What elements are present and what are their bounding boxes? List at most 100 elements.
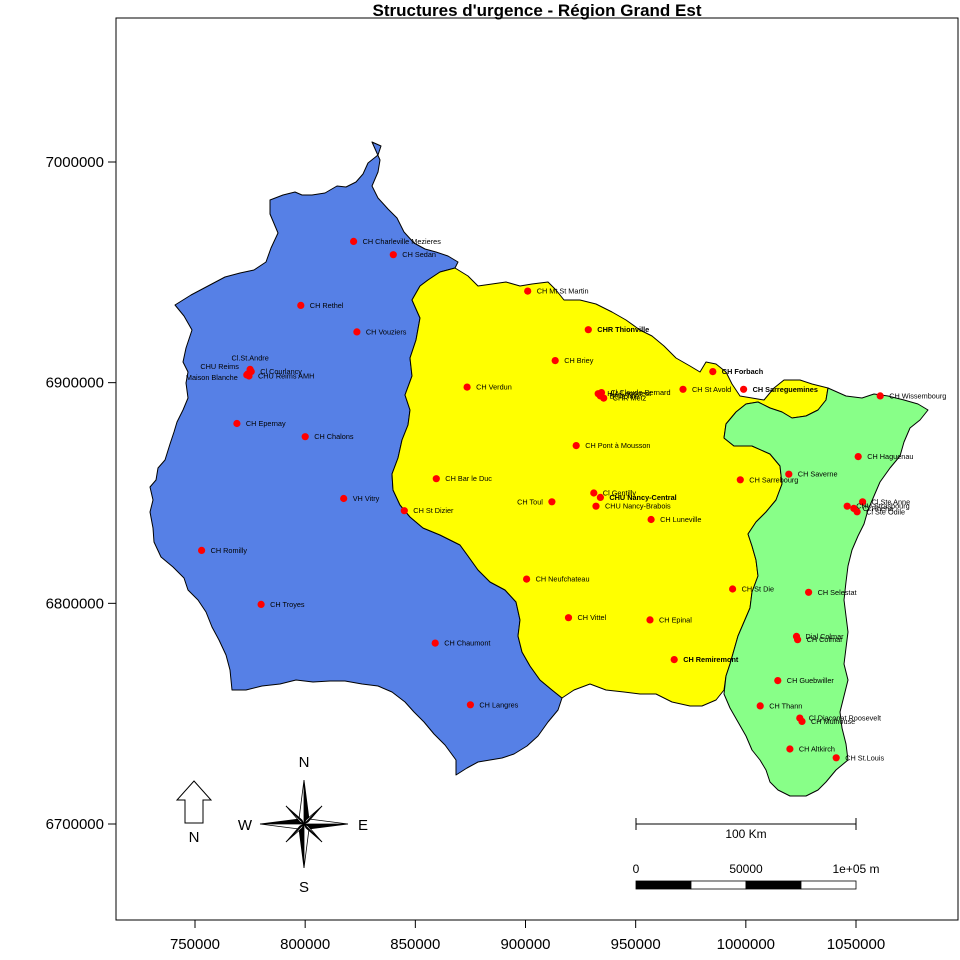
site-label: CH St.Louis bbox=[845, 753, 884, 762]
site-label: CH Forbach bbox=[722, 367, 763, 376]
y-tick-label: 6700000 bbox=[46, 816, 104, 833]
scale-bar-km-label: 100 Km bbox=[725, 827, 766, 841]
y-axis: 6700000 6800000 6900000 7000000 bbox=[46, 154, 116, 833]
site-label: CH Charleville Mezieres bbox=[363, 237, 442, 246]
site-label: CH Mulhouse bbox=[811, 717, 855, 726]
site-marker bbox=[466, 701, 474, 709]
site-marker bbox=[774, 677, 782, 685]
site-marker bbox=[572, 442, 580, 450]
site-label: CH St Die bbox=[742, 585, 774, 594]
site-marker bbox=[350, 237, 358, 245]
site-label: CHR Thionville bbox=[597, 325, 649, 334]
site-label: CHU Nancy-Central bbox=[609, 493, 676, 502]
site-label: CH St Avold bbox=[692, 385, 731, 394]
site-label: CH Romilly bbox=[211, 546, 248, 555]
site-label: CH Guebwiller bbox=[787, 676, 835, 685]
site-label: CH Troyes bbox=[270, 600, 305, 609]
site-marker bbox=[551, 357, 559, 365]
site-label: CH Altkirch bbox=[799, 745, 835, 754]
site-marker bbox=[647, 515, 655, 524]
x-tick-label: 950000 bbox=[611, 936, 661, 953]
site-label: CH Saverne bbox=[798, 470, 838, 479]
site-marker bbox=[301, 433, 309, 441]
site-label: Cl Ste Odile bbox=[866, 507, 905, 516]
site-marker bbox=[523, 575, 531, 583]
site-marker bbox=[876, 392, 884, 400]
site-marker bbox=[843, 502, 851, 510]
site-label: CH Haguenau bbox=[867, 452, 913, 461]
north-arrow-icon bbox=[175, 780, 213, 824]
site-label: CHU Strasbourg bbox=[856, 502, 910, 511]
site-marker bbox=[584, 326, 592, 334]
x-tick-label: 1050000 bbox=[827, 936, 885, 953]
plot-frame bbox=[115, 17, 959, 921]
site-label: Cl Ste Anne bbox=[872, 497, 911, 506]
site-label: CH Epernay bbox=[246, 419, 286, 428]
site-marker bbox=[463, 383, 471, 391]
regions bbox=[149, 141, 929, 797]
site-label: CH Colmar bbox=[807, 635, 844, 644]
site-label: VH Vitry bbox=[353, 494, 380, 503]
emergency-sites: CH Charleville Mezieres CH Sedan CH Rethel… bbox=[186, 237, 946, 762]
north-arrow-label: N bbox=[189, 829, 200, 846]
site-label: CHU Reims bbox=[200, 362, 239, 371]
site-marker bbox=[596, 392, 605, 400]
site-label: Cl Diaconat Roosevelt bbox=[809, 714, 881, 723]
map-title: Structures d'urgence - Région Grand Est bbox=[373, 1, 702, 20]
compass-west-label: W bbox=[238, 817, 253, 834]
site-marker bbox=[805, 588, 813, 596]
site-label: CH Vouziers bbox=[366, 327, 407, 336]
site-label: CH Sarrebourg bbox=[749, 475, 798, 484]
site-marker bbox=[798, 717, 806, 726]
compass-rose: N S E W bbox=[238, 754, 368, 896]
site-marker bbox=[432, 475, 440, 483]
site-marker bbox=[853, 508, 861, 516]
site-marker bbox=[596, 493, 605, 501]
site-marker bbox=[548, 498, 556, 506]
y-tick-label: 7000000 bbox=[46, 154, 104, 171]
site-marker bbox=[592, 502, 600, 510]
site-marker bbox=[646, 616, 654, 624]
site-marker bbox=[353, 328, 361, 336]
y-tick-label: 6800000 bbox=[46, 595, 104, 612]
scale-bar-km: 100 Km bbox=[635, 818, 857, 841]
site-label: CH Chalons bbox=[314, 432, 354, 441]
site-label: CH Vittel bbox=[578, 613, 607, 622]
site-marker bbox=[243, 371, 251, 379]
site-marker bbox=[729, 585, 737, 593]
site-label: CH Mt St Martin bbox=[537, 287, 589, 296]
site-label: Cl.St.Andre bbox=[231, 353, 268, 362]
site-label: CH St Dizier bbox=[413, 506, 454, 515]
x-axis: 750000 800000 850000 900000 950000 1000000 105… bbox=[170, 920, 885, 953]
scale-tick-50000: 50000 bbox=[729, 862, 763, 876]
site-marker bbox=[670, 656, 678, 664]
site-label: CH Verdun bbox=[476, 383, 512, 392]
site-label: Cl Rhena bbox=[863, 504, 894, 513]
site-marker bbox=[709, 368, 717, 376]
site-label: Cl Claude Bernard bbox=[611, 388, 671, 397]
scale-tick-0: 0 bbox=[633, 862, 640, 876]
site-label: Dial Colmar bbox=[806, 632, 845, 641]
site-marker bbox=[736, 476, 744, 484]
site-label: CH Luneville bbox=[660, 515, 701, 524]
site-marker bbox=[524, 287, 532, 295]
site-marker bbox=[340, 494, 348, 503]
site-marker bbox=[198, 546, 206, 555]
site-label: CH Thann bbox=[769, 701, 802, 710]
region-alsace bbox=[723, 387, 929, 797]
site-marker bbox=[431, 639, 439, 647]
site-label: Cl Courlancy bbox=[260, 367, 302, 376]
site-label: CH Neufchateau bbox=[536, 575, 590, 584]
site-label: CH Bar le Duc bbox=[445, 474, 492, 483]
site-marker bbox=[400, 507, 408, 515]
site-label: CH Rethel bbox=[310, 301, 344, 310]
site-marker bbox=[233, 419, 241, 428]
site-marker bbox=[786, 745, 794, 753]
site-marker bbox=[794, 636, 802, 644]
compass-east-label: E bbox=[358, 817, 368, 834]
x-tick-label: 750000 bbox=[170, 936, 220, 953]
site-label: CHU Nancy-Brabois bbox=[605, 502, 671, 511]
site-marker bbox=[590, 489, 598, 497]
site-marker bbox=[564, 614, 573, 622]
